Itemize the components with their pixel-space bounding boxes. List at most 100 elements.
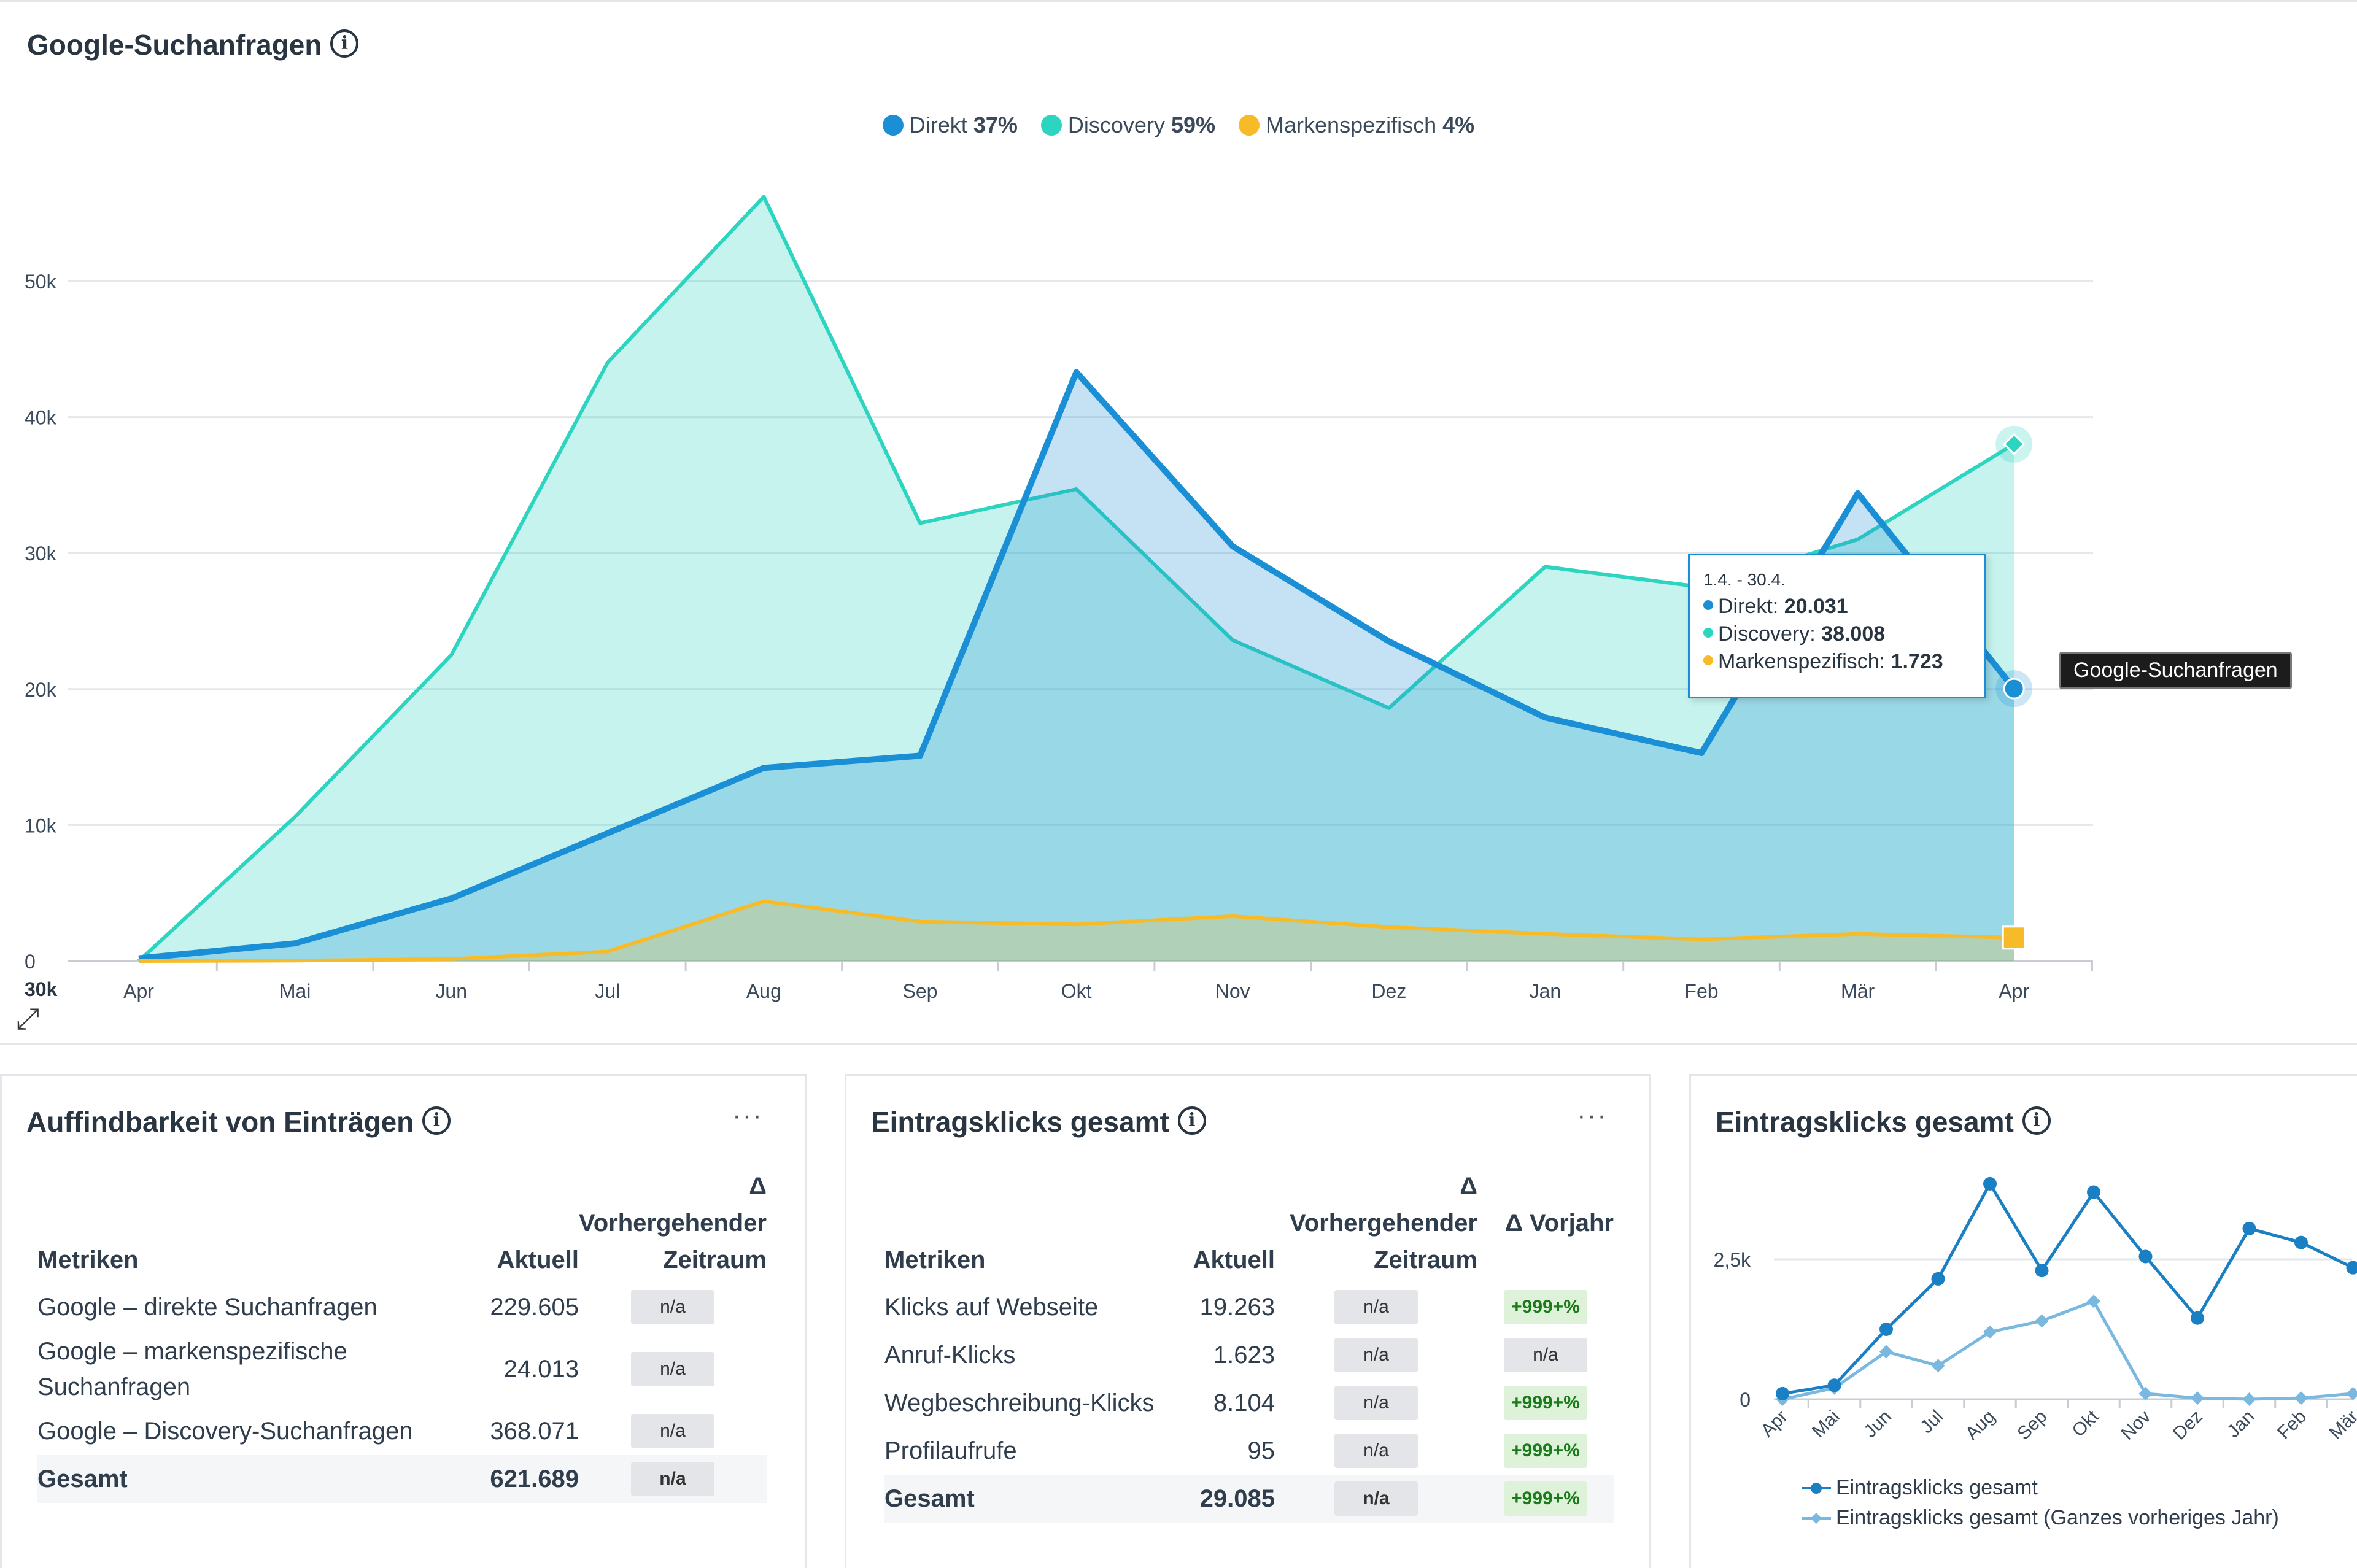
- table-row: Anruf-Klicks 1.623 n/a n/a: [884, 1331, 1614, 1379]
- x-tick-label: Jun: [435, 980, 467, 1002]
- metric-current: 229.605: [442, 1283, 579, 1331]
- table-row: Google – markenspezifische Suchanfragen …: [37, 1331, 767, 1407]
- marker-markenspezifisch: [2003, 927, 2025, 949]
- point-current: [1879, 1323, 1893, 1336]
- x-tick-label: Feb: [2274, 1407, 2310, 1443]
- info-icon[interactable]: i: [422, 1106, 451, 1135]
- metric-name: Google – markenspezifische Suchanfragen: [37, 1331, 442, 1407]
- metric-name: Wegbeschreibung-Klicks: [884, 1379, 1161, 1427]
- expand-icon[interactable]: ⤢: [16, 1002, 39, 1037]
- col-header-prev-line2: Zeitraum: [1275, 1242, 1477, 1278]
- total-current: 621.689: [442, 1455, 579, 1503]
- total-current: 29.085: [1161, 1475, 1275, 1523]
- table-row: Klicks auf Webseite 19.263 n/a +999+%: [884, 1283, 1614, 1331]
- card1-title-text: Auffindbarkeit von Einträgen: [26, 1106, 414, 1138]
- point-previous-year: [2294, 1391, 2308, 1405]
- col-header-current: Aktuell: [1161, 1168, 1275, 1283]
- card3-title-text: Eintragsklicks gesamt: [1716, 1106, 2014, 1138]
- point-current: [2191, 1311, 2204, 1325]
- metric-current: 1.623: [1161, 1331, 1275, 1379]
- table-total-row: Gesamt 29.085 n/a +999+%: [884, 1475, 1614, 1523]
- info-icon[interactable]: i: [1178, 1106, 1206, 1135]
- card3-title: Eintragsklicks gesamt i: [1716, 1105, 2051, 1138]
- point-current: [2347, 1261, 2357, 1275]
- metric-current: 24.013: [442, 1331, 579, 1407]
- card1-title: Auffindbarkeit von Einträgen i: [26, 1105, 451, 1138]
- col-header-prev-line2: Zeitraum: [579, 1242, 767, 1278]
- table-row: Google – direkte Suchanfragen 229.605 n/…: [37, 1283, 767, 1331]
- table-row: Google – Discovery-Suchanfragen 368.071 …: [37, 1407, 767, 1455]
- tooltip-row-direkt: Direkt: 20.031: [1703, 595, 1984, 619]
- col-header-prev-line1: Vorhergehender: [579, 1205, 767, 1242]
- y-tick-label: 40k: [25, 407, 57, 429]
- tooltip-label-markenspezifisch: Markenspezifisch:: [1718, 650, 1885, 673]
- col-header-prev-line1: Vorhergehender: [1275, 1205, 1477, 1242]
- x-tick-label: Jun: [1860, 1407, 1895, 1442]
- section-divider: [0, 1043, 2357, 1045]
- prev-badge: n/a: [1334, 1481, 1418, 1516]
- y-tick-label: 10k: [25, 814, 57, 836]
- x-tick-label: Feb: [1684, 980, 1718, 1002]
- x-tick-label: Mai: [279, 980, 311, 1002]
- point-current: [2035, 1264, 2049, 1277]
- metric-current: 95: [1161, 1427, 1275, 1475]
- metric-name: Google – Discovery-Suchanfragen: [37, 1407, 442, 1455]
- prev-badge: n/a: [631, 1414, 714, 1448]
- x-tick-label: Aug: [1962, 1407, 1999, 1444]
- tooltip-dot-direkt: [1703, 600, 1713, 610]
- total-label: Gesamt: [37, 1455, 442, 1503]
- marker-direkt: [2004, 679, 2024, 698]
- y-tick-label: 2,5k: [1714, 1249, 1751, 1271]
- prev-badge: n/a: [1334, 1434, 1418, 1468]
- info-icon[interactable]: i: [2022, 1106, 2051, 1135]
- y-tick-label: 30k: [25, 543, 57, 565]
- x-tick-label: Mär: [2326, 1407, 2357, 1443]
- point-previous-year: [2243, 1392, 2256, 1406]
- col-header-current: Aktuell: [442, 1168, 579, 1283]
- x-tick-label: Jan: [1530, 980, 1562, 1002]
- x-tick-label: Nov: [2117, 1407, 2154, 1444]
- x-tick-label: Nov: [1215, 980, 1250, 1002]
- prev-badge: n/a: [631, 1352, 714, 1386]
- x-tick-label: Dez: [2169, 1407, 2207, 1444]
- metric-current: 8.104: [1161, 1379, 1275, 1427]
- metric-name: Klicks auf Webseite: [884, 1283, 1161, 1331]
- point-current: [2294, 1236, 2308, 1249]
- point-current: [2243, 1222, 2256, 1235]
- tooltip-dot-discovery: [1703, 628, 1713, 638]
- yoy-badge: +999+%: [1504, 1434, 1587, 1468]
- tooltip-value-markenspezifisch: 1.723: [1891, 650, 1943, 673]
- point-current: [1776, 1387, 1789, 1400]
- line-current: [1782, 1184, 2353, 1394]
- more-options-icon[interactable]: ···: [1577, 1100, 1608, 1131]
- x-tick-label: Sep: [903, 980, 938, 1002]
- col-header-yoy: Δ Vorjahr: [1477, 1168, 1614, 1283]
- metric-name: Profilaufrufe: [884, 1427, 1161, 1475]
- point-previous-year: [2035, 1314, 2049, 1327]
- total-label: Gesamt: [884, 1475, 1161, 1523]
- col-header-metric: Metriken: [37, 1168, 442, 1283]
- x-tick-label: Sep: [2013, 1407, 2051, 1444]
- table-row: Wegbeschreibung-Klicks 8.104 n/a +999+%: [884, 1379, 1614, 1427]
- tooltip-range: 1.4. - 30.4.: [1703, 570, 1984, 590]
- tooltip-row-markenspezifisch: Markenspezifisch: 1.723: [1703, 650, 1984, 674]
- card-auffindbarkeit: Auffindbarkeit von Einträgen i ··· Metrik…: [0, 1074, 807, 1568]
- point-current: [1983, 1177, 1997, 1191]
- metric-name: Anruf-Klicks: [884, 1331, 1161, 1379]
- prev-badge: n/a: [1334, 1338, 1418, 1372]
- axis-extra-label: 30k: [25, 978, 57, 1001]
- metric-name: Google – direkte Suchanfragen: [37, 1283, 442, 1331]
- y-tick-label: 0: [25, 951, 36, 973]
- tooltip-label-direkt: Direkt:: [1718, 595, 1778, 618]
- chart-tooltip: 1.4. - 30.4. Direkt: 20.031 Discovery: 3…: [1688, 554, 1986, 698]
- yoy-badge: n/a: [1504, 1338, 1587, 1372]
- point-current: [2139, 1249, 2153, 1263]
- point-previous-year: [2191, 1391, 2204, 1405]
- more-options-icon[interactable]: ···: [732, 1100, 763, 1131]
